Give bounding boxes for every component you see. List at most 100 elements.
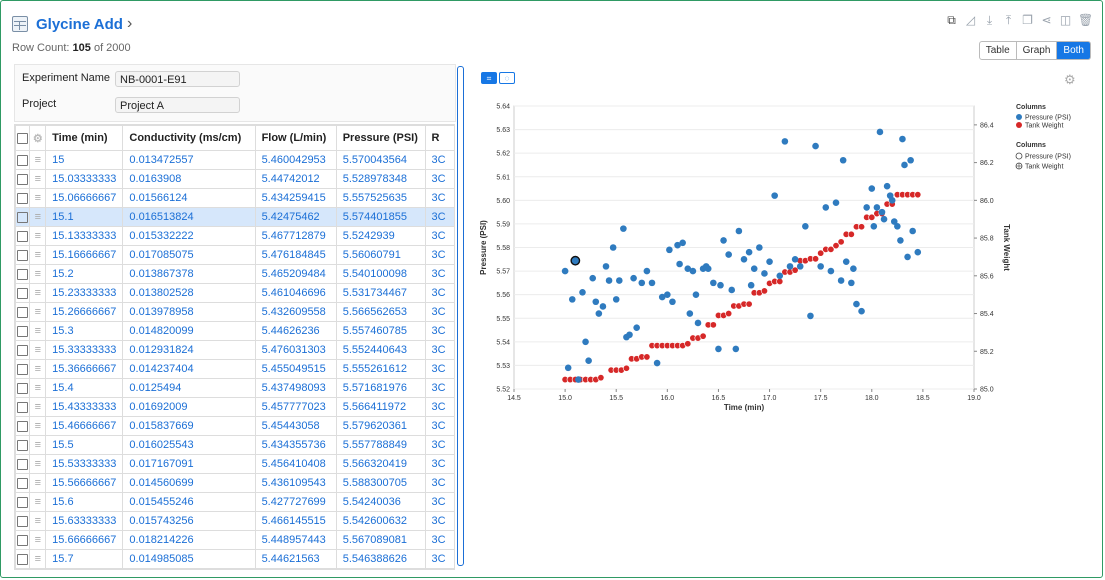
table-cell[interactable]: 5.566411972 <box>335 397 426 417</box>
table-cell[interactable]: 3C <box>424 454 455 474</box>
table-cell[interactable]: 5.434355736 <box>254 435 337 455</box>
row-checkbox[interactable] <box>15 511 31 531</box>
pane-splitter[interactable] <box>457 66 464 566</box>
trash-icon[interactable]: 🗑 <box>1078 13 1094 27</box>
table-row[interactable]: ≡ 15.6 0.015455246 5.427727699 5.54240036 3C <box>15 492 455 512</box>
row-checkbox[interactable] <box>15 245 31 265</box>
table-cell[interactable]: 0.018214226 <box>122 530 256 550</box>
row-checkbox[interactable] <box>15 549 31 569</box>
table-cell[interactable]: 0.015837669 <box>122 416 256 436</box>
table-row[interactable]: ≡ 15.53333333 0.017167091 5.456410408 5.5663… <box>15 454 455 474</box>
table-cell[interactable]: 5.579620361 <box>335 416 426 436</box>
table-cell[interactable]: 15.46666667 <box>45 416 124 436</box>
table-cell[interactable]: 5.588300705 <box>335 473 426 493</box>
table-cell[interactable]: 5.457777023 <box>254 397 337 417</box>
table-cell[interactable]: 0.013867378 <box>122 264 256 284</box>
table-cell[interactable]: 5.540100098 <box>335 264 426 284</box>
table-cell[interactable]: 5.436109543 <box>254 473 337 493</box>
drag-handle-icon[interactable]: ≡ <box>29 245 47 265</box>
table-cell[interactable]: 5.557525635 <box>335 188 426 208</box>
table-cell[interactable]: 3C <box>424 530 455 550</box>
table-cell[interactable]: 5.542600632 <box>335 511 426 531</box>
table-cell[interactable]: 15.33333333 <box>45 340 124 360</box>
table-cell[interactable]: 0.014820099 <box>122 321 256 341</box>
row-checkbox[interactable] <box>15 340 31 360</box>
box-select-icon[interactable]: ⌗ <box>481 72 497 84</box>
table-cell[interactable]: 5.42475462 <box>254 207 337 227</box>
select-all-checkbox[interactable] <box>15 125 31 151</box>
drag-handle-icon[interactable]: ≡ <box>29 226 47 246</box>
table-row[interactable]: ≡ 15.2 0.013867378 5.465209484 5.540100098 3C <box>15 264 455 284</box>
table-cell[interactable]: 15.36666667 <box>45 359 124 379</box>
drag-handle-icon[interactable]: ≡ <box>29 302 47 322</box>
table-cell[interactable]: 5.432609558 <box>254 302 337 322</box>
table-cell[interactable]: 5.45443058 <box>254 416 337 436</box>
row-checkbox[interactable] <box>15 416 31 436</box>
table-cell[interactable]: 5.571681976 <box>335 378 426 398</box>
table-cell[interactable]: 15.5 <box>45 435 124 455</box>
project-field[interactable]: Project A <box>115 97 240 113</box>
table-row[interactable]: ≡ 15.5 0.016025543 5.434355736 5.557788849 3C <box>15 435 455 455</box>
table-cell[interactable]: 15.53333333 <box>45 454 124 474</box>
table-cell[interactable]: 3C <box>424 511 455 531</box>
table-cell[interactable]: 0.012931824 <box>122 340 256 360</box>
table-cell[interactable]: 5.465209484 <box>254 264 337 284</box>
table-cell[interactable]: 5.476184845 <box>254 245 337 265</box>
table-cell[interactable]: 0.0125494 <box>122 378 256 398</box>
view-both-button[interactable]: Both <box>1057 42 1090 59</box>
table-cell[interactable]: 3C <box>424 283 455 303</box>
table-cell[interactable]: 15.06666667 <box>45 188 124 208</box>
table-row[interactable]: ≡ 15.3 0.014820099 5.44626236 5.557460785 3C <box>15 321 455 341</box>
table-cell[interactable]: 0.0163908 <box>122 169 256 189</box>
table-cell[interactable]: 5.466145515 <box>254 511 337 531</box>
table-cell[interactable]: 0.013802528 <box>122 283 256 303</box>
table-cell[interactable]: 15.16666667 <box>45 245 124 265</box>
drag-handle-icon[interactable]: ≡ <box>29 188 47 208</box>
row-checkbox[interactable] <box>15 169 31 189</box>
drag-handle-icon[interactable]: ≡ <box>29 169 47 189</box>
table-cell[interactable]: 15.2 <box>45 264 124 284</box>
table-row[interactable]: ≡ 15.23333333 0.013802528 5.461046696 5.5317… <box>15 283 455 303</box>
table-cell[interactable]: 5.557788849 <box>335 435 426 455</box>
experiment-name-field[interactable]: NB-0001-E91 <box>115 71 240 87</box>
table-cell[interactable]: 15.7 <box>45 549 124 569</box>
drag-handle-icon[interactable]: ≡ <box>29 492 47 512</box>
table-cell[interactable]: 5.570043564 <box>335 150 426 170</box>
row-checkbox[interactable] <box>15 302 31 322</box>
table-cell[interactable]: 5.476031303 <box>254 340 337 360</box>
table-cell[interactable]: 0.01566124 <box>122 188 256 208</box>
open-external-icon[interactable]: ⧉ <box>947 13 956 27</box>
table-cell[interactable]: 3C <box>424 302 455 322</box>
table-cell[interactable]: 3C <box>424 416 455 436</box>
table-row[interactable]: ≡ 15.66666667 0.018214226 5.448957443 5.5670… <box>15 530 455 550</box>
table-cell[interactable]: 15.1 <box>45 207 124 227</box>
table-cell[interactable]: 15.63333333 <box>45 511 124 531</box>
table-cell[interactable]: 3C <box>424 169 455 189</box>
table-cell[interactable]: 5.467712879 <box>254 226 337 246</box>
table-row[interactable]: ≡ 15.16666667 0.017085075 5.476184845 5.5606… <box>15 245 455 265</box>
page-title[interactable]: Glycine Add <box>36 15 123 33</box>
drag-handle-icon[interactable]: ≡ <box>29 454 47 474</box>
lasso-select-icon[interactable]: ◌ <box>499 72 515 84</box>
table-cell[interactable]: 3C <box>424 492 455 512</box>
table-cell[interactable]: 15.3 <box>45 321 124 341</box>
table-cell[interactable]: 15.43333333 <box>45 397 124 417</box>
table-row[interactable]: ≡ 15.43333333 0.01692009 5.457777023 5.56641… <box>15 397 455 417</box>
table-row[interactable]: ≡ 15.46666667 0.015837669 5.45443058 5.57962… <box>15 416 455 436</box>
share-icon[interactable]: ⋖ <box>1041 13 1052 27</box>
table-cell[interactable]: 3C <box>424 188 455 208</box>
row-checkbox[interactable] <box>15 264 31 284</box>
drag-handle-icon[interactable]: ≡ <box>29 283 47 303</box>
row-checkbox[interactable] <box>15 150 31 170</box>
duplicate-icon[interactable]: ◫ <box>1059 13 1072 27</box>
table-row[interactable]: ≡ 15.56666667 0.014560699 5.436109543 5.5883… <box>15 473 455 493</box>
table-cell[interactable]: 15.66666667 <box>45 530 124 550</box>
row-checkbox[interactable] <box>15 378 31 398</box>
table-cell[interactable]: 5.552440643 <box>335 340 426 360</box>
row-checkbox[interactable] <box>15 207 31 227</box>
drag-handle-icon[interactable]: ≡ <box>29 321 47 341</box>
table-row[interactable]: ≡ 15 0.013472557 5.460042953 5.570043564 3C <box>15 150 455 170</box>
row-checkbox[interactable] <box>15 321 31 341</box>
table-cell[interactable]: 15.13333333 <box>45 226 124 246</box>
table-row[interactable]: ≡ 15.1 0.016513824 5.42475462 5.574401855 3C <box>15 207 455 227</box>
